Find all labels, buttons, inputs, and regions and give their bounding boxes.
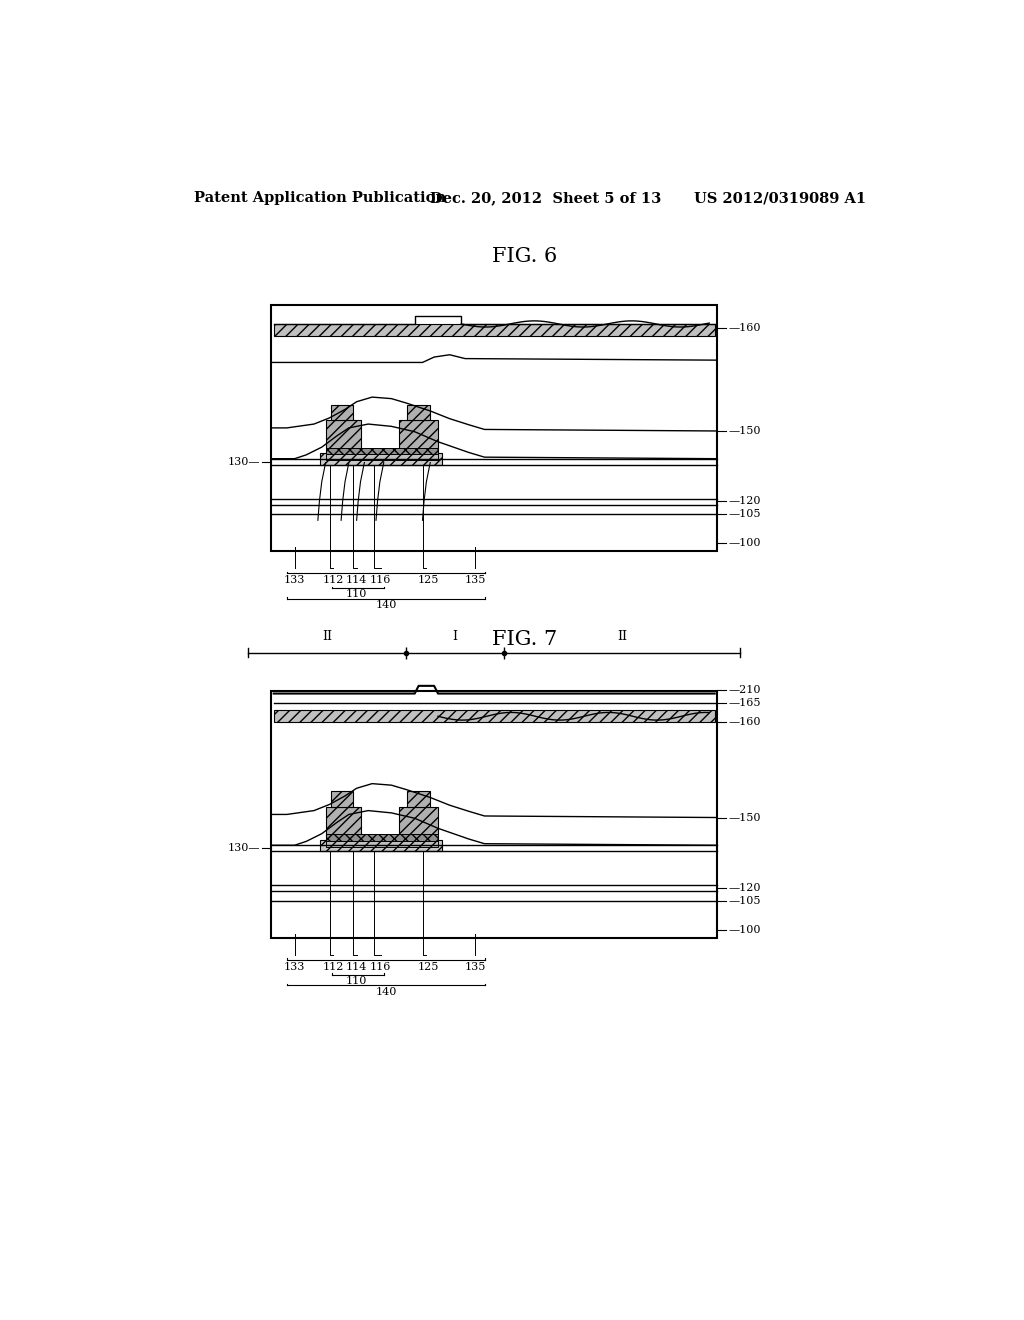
Text: 112: 112 [323,576,344,585]
Text: US 2012/0319089 A1: US 2012/0319089 A1 [693,191,866,206]
Text: —150: —150 [729,426,761,436]
Polygon shape [331,405,352,420]
Text: 125: 125 [417,576,438,585]
Text: FIG. 7: FIG. 7 [493,630,557,649]
Text: Patent Application Publication: Patent Application Publication [194,191,445,206]
Polygon shape [326,447,438,454]
Text: II: II [322,631,332,643]
Text: 135: 135 [465,962,485,972]
Text: 114: 114 [346,962,368,972]
Text: —160: —160 [729,323,761,333]
Text: —105: —105 [729,896,761,906]
Text: II: II [617,631,627,643]
Text: —100: —100 [729,539,761,548]
Text: 112: 112 [323,962,344,972]
Text: I: I [453,631,458,643]
Text: Dec. 20, 2012  Sheet 5 of 13: Dec. 20, 2012 Sheet 5 of 13 [430,191,662,206]
Polygon shape [326,454,438,461]
Text: —100: —100 [729,925,761,935]
Text: 140: 140 [376,986,396,997]
Polygon shape [326,420,360,453]
Text: —150: —150 [729,813,761,822]
Text: 135: 135 [465,576,485,585]
Text: 110: 110 [346,975,368,986]
Text: 114: 114 [346,576,368,585]
Polygon shape [326,807,360,840]
Polygon shape [273,710,715,722]
Text: FIG. 6: FIG. 6 [493,247,557,267]
Text: —210: —210 [729,685,761,694]
Polygon shape [273,323,715,335]
Text: 133: 133 [284,962,305,972]
Text: 130—: 130— [227,457,260,467]
Text: 116: 116 [370,962,391,972]
Text: 110: 110 [346,589,368,599]
Polygon shape [321,453,442,465]
Text: —165: —165 [729,698,761,708]
Polygon shape [321,840,442,851]
Polygon shape [399,420,438,453]
Text: 130—: 130— [227,843,260,853]
Polygon shape [407,405,430,420]
Text: —105: —105 [729,510,761,519]
Text: 116: 116 [370,576,391,585]
Text: —120: —120 [729,496,761,506]
Text: —160: —160 [729,717,761,727]
Text: 140: 140 [376,601,396,610]
Polygon shape [326,834,438,841]
Polygon shape [331,792,352,807]
Text: —120: —120 [729,883,761,892]
Polygon shape [326,841,438,847]
Polygon shape [407,792,430,807]
Polygon shape [399,807,438,840]
Text: 133: 133 [284,576,305,585]
Text: 125: 125 [417,962,438,972]
